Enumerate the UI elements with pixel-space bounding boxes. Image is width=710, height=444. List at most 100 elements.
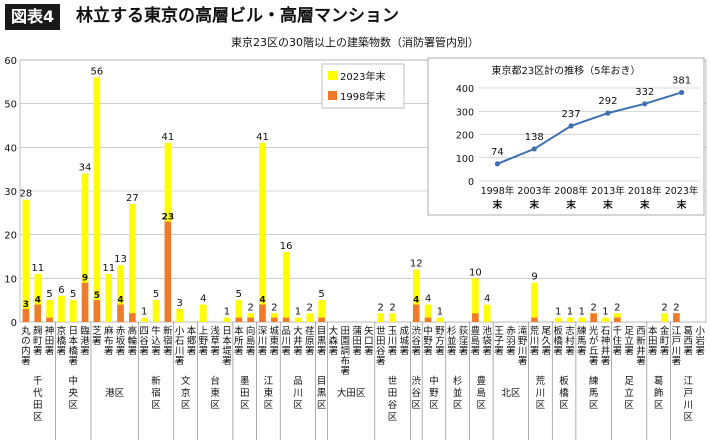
- inset-point: [494, 161, 501, 167]
- data-label-2023: 2: [389, 302, 395, 313]
- ward-label: 新宿区: [151, 375, 161, 411]
- bar-2023: [22, 199, 30, 322]
- x-tick-label: 石神井署: [601, 326, 611, 367]
- inset-point: [642, 101, 648, 107]
- bar-2023: [81, 173, 89, 322]
- inset-y-tick-label: 100: [456, 154, 474, 165]
- bar-1998: [424, 317, 432, 322]
- inset-x-tick-label: 2018年: [628, 185, 662, 197]
- x-tick-label: 向島署: [246, 325, 256, 357]
- ward-label: 渋谷区: [411, 375, 421, 411]
- x-tick-label: 深川署: [258, 326, 268, 357]
- bar-1998: [22, 308, 30, 322]
- bar-1998: [531, 317, 538, 322]
- inset-point: [568, 123, 574, 129]
- y-tick-label: 40: [4, 143, 17, 154]
- x-tick-label: 足立署: [624, 326, 634, 357]
- bar-2023: [661, 313, 668, 322]
- y-tick-label: 20: [4, 231, 17, 242]
- data-label-2023: 3: [176, 298, 182, 309]
- x-tick-label: 滝野川署: [518, 326, 528, 367]
- y-tick-label: 0: [11, 318, 17, 329]
- ward-label: 江戸川区: [684, 376, 694, 423]
- ward-label: 目黒区: [317, 376, 327, 411]
- bar-1998: [259, 304, 266, 322]
- legend-label-2023: 2023年末: [340, 70, 385, 83]
- ward-label: 台東区: [210, 375, 220, 411]
- x-tick-label: 千住署: [613, 326, 623, 357]
- data-label-2023: 2: [378, 302, 384, 313]
- x-tick-label: 麹町署: [33, 325, 43, 357]
- bar-2023: [472, 278, 479, 322]
- bar-2023: [412, 269, 420, 322]
- legend-swatch-2023: [328, 71, 337, 80]
- data-label-2023: 2: [614, 302, 620, 313]
- inset-title: 東京都23区計の推移（5年おき）: [491, 64, 640, 77]
- bar-2023: [129, 204, 136, 322]
- data-label-2023: 2: [673, 302, 679, 313]
- bar-2023: [306, 313, 314, 322]
- bar-2023: [105, 273, 113, 322]
- bar-1998: [282, 317, 290, 322]
- ward-label: 中央区: [68, 375, 78, 411]
- bar-2023: [117, 265, 124, 322]
- x-tick-label: 玉川署: [388, 326, 398, 357]
- x-tick-label: 神田署: [45, 325, 55, 357]
- ward-label: 千代田区: [33, 376, 43, 423]
- x-tick-label: 杉並署: [447, 325, 457, 357]
- x-tick-label: 金町署: [660, 325, 670, 357]
- inset-data-label: 74: [491, 147, 504, 158]
- bar-1998: [318, 317, 325, 322]
- bar-2023: [578, 317, 586, 322]
- bar-2023: [235, 300, 243, 322]
- data-label-2023: 10: [469, 267, 482, 278]
- data-label-2023: 27: [126, 193, 139, 204]
- bar-1998: [117, 304, 124, 322]
- data-label-1998: 4: [413, 296, 419, 306]
- bar-1998: [613, 317, 621, 322]
- x-tick-label: 目黒署: [317, 326, 327, 357]
- data-label-2023: 9: [531, 272, 537, 283]
- data-label-1998: 9: [82, 274, 88, 284]
- ward-label: 品川区: [293, 376, 303, 411]
- inset-x-tick-label-suffix: 末: [639, 199, 650, 211]
- y-tick-label: 50: [4, 100, 17, 111]
- inset-data-label: 237: [562, 109, 581, 120]
- bar-2023: [176, 308, 183, 322]
- data-label-1998: 4: [35, 296, 41, 306]
- x-tick-label: 蒲田署: [352, 325, 362, 357]
- inset-data-label: 381: [672, 75, 691, 86]
- bar-1998: [93, 300, 101, 322]
- data-label-2023: 5: [46, 289, 52, 300]
- x-tick-label: 荒川署: [530, 326, 540, 357]
- bar-1998: [34, 304, 42, 322]
- data-label-1998: 4: [117, 296, 123, 306]
- x-tick-label: 上野署: [199, 326, 209, 357]
- ward-label: 北区: [501, 388, 521, 399]
- x-tick-label: 光が丘署: [589, 325, 599, 367]
- ward-label: 墨田区: [240, 376, 250, 411]
- data-label-2023: 4: [484, 294, 490, 305]
- data-label-2023: 1: [295, 307, 301, 318]
- data-label-1998: 3: [23, 300, 29, 310]
- ward-label: 葛飾区: [654, 375, 664, 411]
- bar-2023: [282, 252, 290, 322]
- bar-1998: [270, 317, 278, 322]
- bar-2023: [34, 273, 42, 322]
- data-label-2023: 11: [102, 263, 115, 274]
- bar-2023: [46, 300, 53, 322]
- y-tick-label: 10: [4, 274, 17, 285]
- bar-1998: [247, 317, 254, 322]
- data-label-2023: 2: [307, 302, 313, 313]
- bar-1998: [164, 221, 172, 322]
- figure-header: 図表4 林立する東京の高層ビル・高層マンション: [0, 0, 710, 32]
- bar-2023: [554, 317, 562, 322]
- data-label-2023: 5: [153, 289, 159, 300]
- inset-point: [678, 89, 685, 96]
- data-label-2023: 6: [58, 285, 64, 296]
- data-label-2023: 41: [161, 132, 174, 143]
- bar-2023: [58, 295, 65, 322]
- inset-y-tick-label: 200: [456, 131, 474, 142]
- data-label-2023: 1: [579, 307, 585, 318]
